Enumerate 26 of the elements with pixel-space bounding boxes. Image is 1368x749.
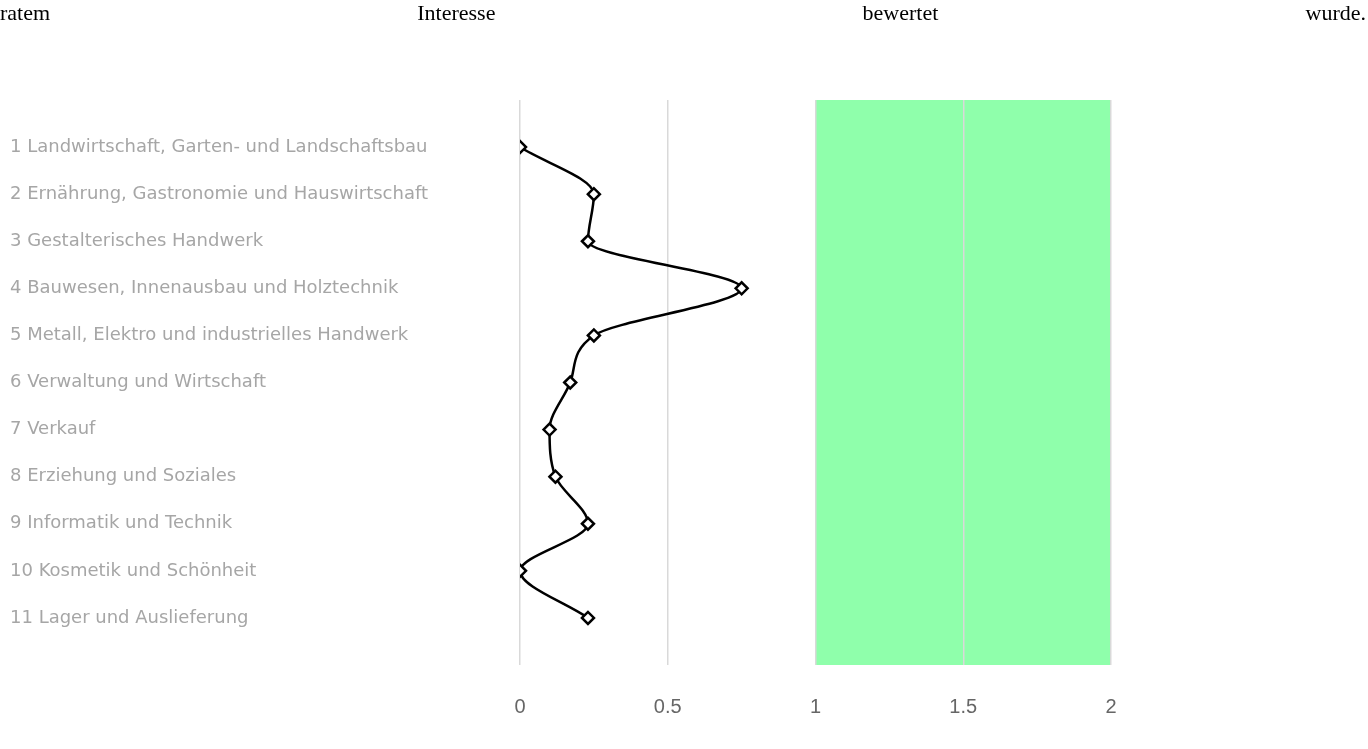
point xyxy=(586,328,602,343)
point xyxy=(734,281,749,296)
x-tick-label: 1.5 xyxy=(949,694,978,717)
point xyxy=(542,422,557,437)
x-tick-label: 0 xyxy=(514,694,526,717)
point xyxy=(580,234,596,249)
y-tick-label: 6 Verwaltung und Wirtschaft xyxy=(10,370,266,392)
text: ratem Interesse bewertet wurde. xyxy=(0,0,1366,26)
point xyxy=(562,375,578,390)
y-tick-label: 10 Kosmetik und Schönheit xyxy=(10,558,257,580)
y-tick-label: 1 Landwirtschaft, Garten- und Landschaftsbau xyxy=(10,134,428,156)
y-tick-label: 9 Informatik und Technik xyxy=(10,511,233,533)
y-tick-label: 2 Ernährung, Gastronomie und Hauswirtschaft xyxy=(10,181,429,203)
x-tick-label: 0.5 xyxy=(653,694,682,717)
point xyxy=(580,516,596,531)
x-tick-label: 2 xyxy=(1105,694,1117,717)
y-tick-label: 7 Verkauf xyxy=(10,417,97,439)
y-tick-label: 8 Erziehung und Soziales xyxy=(10,464,237,486)
y-tick-label: 5 Metall, Elektro und industrielles Handwerk xyxy=(10,323,409,345)
point xyxy=(580,610,596,626)
y-tick-label: 4 Bauwesen, Innenausbau und Holztechnik xyxy=(10,276,399,298)
point xyxy=(548,469,563,484)
point xyxy=(586,186,602,202)
y-tick-label: 3 Gestalterisches Handwerk xyxy=(10,228,264,250)
y-tick-label: 11 Lager und Auslieferung xyxy=(10,605,249,627)
x-tick-label: 1 xyxy=(809,694,822,717)
